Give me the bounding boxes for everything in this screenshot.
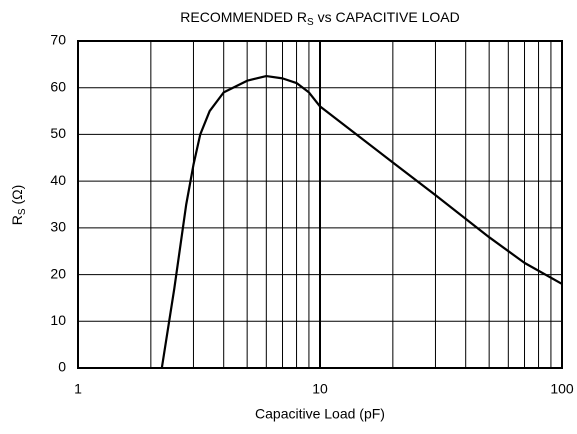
data-line xyxy=(160,74,563,369)
y-tick-label: 0 xyxy=(58,359,66,375)
title-part: RECOMMENDED R xyxy=(180,9,307,25)
ylabel-subscript: S xyxy=(17,208,28,215)
ylabel-part: (Ω) xyxy=(9,185,25,209)
y-tick-label: 10 xyxy=(50,312,66,328)
y-tick-label: 40 xyxy=(50,172,66,188)
x-tick-label: 10 xyxy=(312,381,328,397)
y-tick-label: 70 xyxy=(50,32,66,48)
y-tick-label: 50 xyxy=(50,125,66,141)
chart-title: RECOMMENDED RS vs CAPACITIVE LOAD xyxy=(180,9,459,28)
ylabel-part: R xyxy=(9,215,25,225)
x-axis-label: Capacitive Load (pF) xyxy=(255,406,385,422)
y-tick-label: 30 xyxy=(50,219,66,235)
title-part: vs CAPACITIVE LOAD xyxy=(314,9,460,25)
y-axis-label: RS (Ω) xyxy=(9,185,28,225)
y-tick-label: 60 xyxy=(50,78,66,94)
title-subscript: S xyxy=(307,17,314,28)
plot-frame xyxy=(77,40,563,369)
x-tick-label: 1 xyxy=(74,381,82,397)
x-tick-label: 100 xyxy=(550,381,574,397)
y-tick-label: 20 xyxy=(50,265,66,281)
